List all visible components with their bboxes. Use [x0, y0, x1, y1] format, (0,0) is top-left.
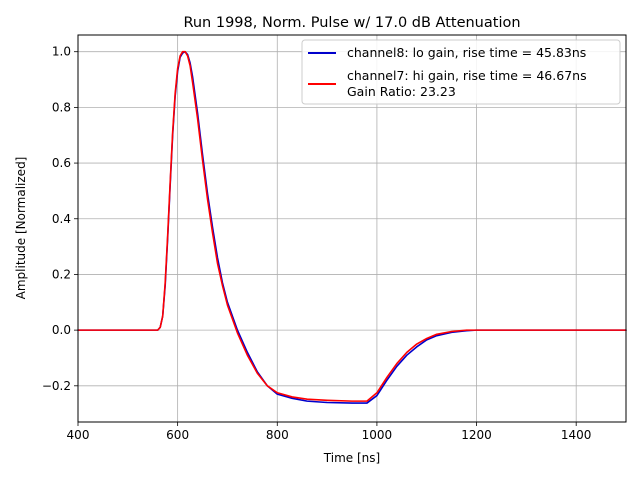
x-tick-label: 1200	[461, 428, 492, 442]
chart-title: Run 1998, Norm. Pulse w/ 17.0 dB Attenua…	[183, 15, 520, 31]
legend-label-channel7: channel7: hi gain, rise time = 46.67ns	[347, 68, 587, 83]
y-tick-label: 0.4	[52, 212, 71, 226]
x-tick-label: 600	[166, 428, 189, 442]
x-tick-label: 1400	[561, 428, 592, 442]
y-tick-label: 1.0	[52, 45, 71, 59]
legend-gain-ratio: Gain Ratio: 23.23	[347, 84, 456, 99]
x-tick-label: 800	[266, 428, 289, 442]
legend: channel8: lo gain, rise time = 45.83ns c…	[302, 40, 620, 104]
y-tick-label: 0.8	[52, 100, 71, 114]
y-axis-label: Amplitude [Normalized]	[14, 157, 28, 300]
y-tick-label: 0.0	[52, 323, 71, 337]
x-tick-label: 400	[67, 428, 90, 442]
x-axis-label: Time [ns]	[323, 451, 380, 465]
legend-label-channel8: channel8: lo gain, rise time = 45.83ns	[347, 45, 586, 60]
x-tick-label: 1000	[362, 428, 393, 442]
y-tick-label: 0.6	[52, 156, 71, 170]
y-tick-label: −0.2	[42, 379, 71, 393]
y-tick-label: 0.2	[52, 267, 71, 281]
